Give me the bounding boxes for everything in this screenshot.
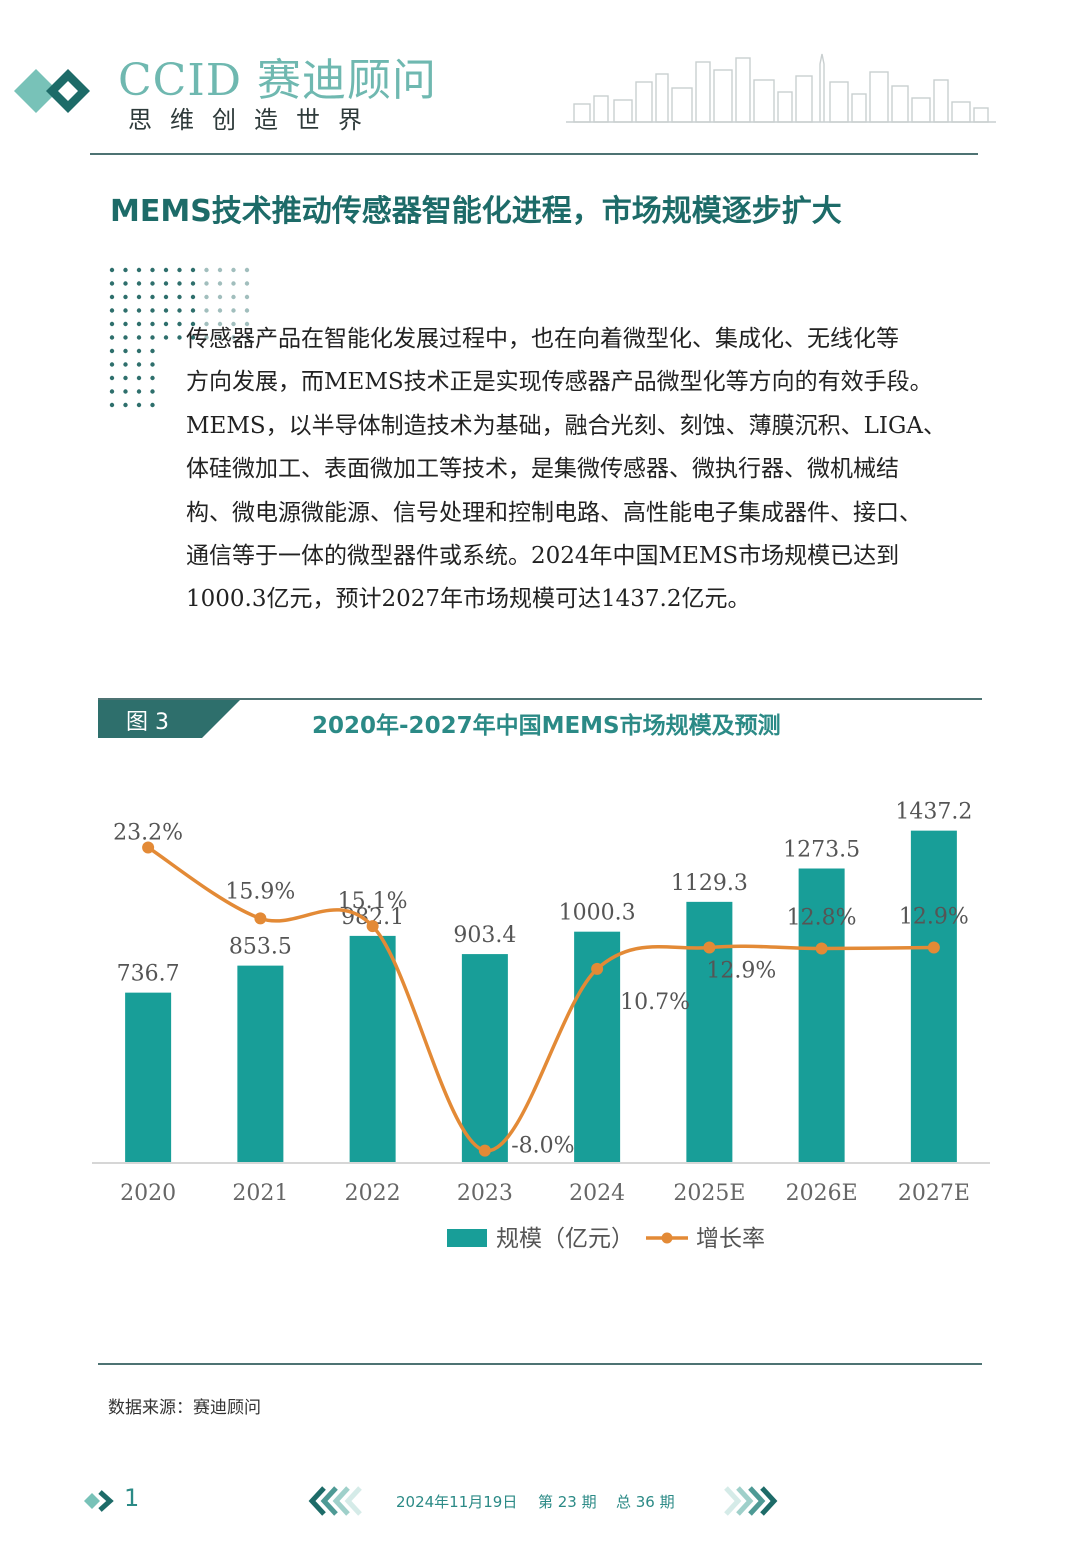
growth-rate-label: -8.0%: [511, 1134, 574, 1159]
legend-line-label: 增长率: [696, 1226, 765, 1252]
left-chevrons-icon: [308, 1486, 362, 1516]
bar-value-label: 1273.5: [783, 838, 860, 863]
legend-line-marker: [661, 1232, 673, 1244]
x-tick-label: 2025E: [673, 1181, 745, 1206]
legend-bar-swatch: [447, 1229, 487, 1247]
body-line: 构、微电源微能源、信号处理和控制电路、高性能电子集成器件、接口、: [186, 499, 922, 526]
bar: [461, 954, 508, 1163]
bar-value-label: 1000.3: [559, 901, 636, 926]
bar: [237, 965, 284, 1163]
growth-rate-point: [703, 941, 716, 954]
legend-bar-label: 规模（亿元）: [496, 1226, 634, 1252]
growth-rate-label: 12.9%: [706, 959, 776, 984]
bar-value-label: 1129.3: [671, 871, 748, 896]
growth-rate-line: [147, 846, 934, 1153]
figure-tab: [98, 700, 240, 738]
bar-value-label: 903.4: [453, 923, 516, 948]
x-tick-label: 2027E: [898, 1181, 970, 1206]
right-chevrons-icon: [724, 1486, 778, 1516]
dot-grid-decoration: [109, 267, 250, 408]
growth-rate-label: 10.7%: [620, 990, 690, 1015]
growth-rate-label: 12.8%: [787, 906, 857, 931]
bar: [349, 935, 396, 1163]
figure-number: 图 3: [126, 710, 169, 735]
page-number: 1: [124, 1484, 140, 1512]
x-tick-label: 2026E: [786, 1181, 858, 1206]
bar-value-label: 1437.2: [895, 800, 972, 825]
body-line: 传感器产品在智能化发展过程中，也在向着微型化、集成化、无线化等: [186, 326, 899, 352]
x-tick-label: 2022: [345, 1181, 401, 1206]
footer-date: 2024年11月19日: [396, 1493, 518, 1511]
data-source: 数据来源：赛迪顾问: [108, 1398, 261, 1418]
figure-bottom-rule: [98, 1363, 982, 1365]
body-line: MEMS，以半导体制造技术为基础，融合光刻、刻蚀、薄膜沉积、LIGA、: [186, 412, 946, 439]
bar-value-label: 736.7: [117, 962, 180, 987]
page-headline: MEMS技术推动传感器智能化进程，市场规模逐步扩大: [110, 194, 842, 229]
figure-title: 2020年-2027年中国MEMS市场规模及预测: [312, 713, 781, 739]
body-line: 体硅微加工、表面微加工等技术，是集微传感器、微执行器、微机械结: [186, 456, 899, 483]
bar: [125, 992, 172, 1163]
x-tick-label: 2024: [569, 1181, 625, 1206]
growth-rate-point: [478, 1144, 491, 1157]
x-tick-label: 2021: [232, 1181, 288, 1206]
bar: [910, 830, 957, 1163]
footer-issue: 第 23 期: [538, 1493, 597, 1511]
body-line: 1000.3亿元，预计2027年市场规模可达1437.2亿元。: [186, 586, 751, 613]
footer-total: 总 36 期: [616, 1493, 675, 1511]
growth-rate-label: 15.9%: [225, 879, 295, 904]
page-chevron-icon: [84, 1490, 114, 1512]
bar: [686, 901, 733, 1163]
bar: [798, 868, 845, 1163]
mems-market-chart: 736.7853.5982.1903.41000.31129.31273.514…: [92, 800, 990, 1252]
growth-rate-label: 23.2%: [113, 820, 183, 845]
x-tick-label: 2023: [457, 1181, 513, 1206]
growth-rate-point: [815, 942, 828, 955]
growth-rate-label: 15.1%: [338, 889, 408, 914]
x-tick-label: 2020: [120, 1181, 176, 1206]
figure-top-rule: [98, 698, 982, 700]
brand-slogan: 思维创造世界: [128, 106, 380, 134]
growth-rate-label: 12.9%: [899, 905, 969, 930]
growth-rate-point: [254, 912, 267, 925]
growth-rate-point: [591, 962, 604, 975]
double-diamond-icon: [14, 69, 90, 113]
growth-rate-point: [366, 920, 379, 933]
growth-rate-point: [142, 841, 155, 854]
city-skyline-icon: [566, 53, 996, 123]
body-paragraph: 传感器产品在智能化发展过程中，也在向着微型化、集成化、无线化等 方向发展，而ME…: [186, 318, 958, 622]
header-divider: [90, 153, 978, 155]
body-line: 方向发展，而MEMS技术正是实现传感器产品微型化等方向的有效手段。: [186, 369, 933, 396]
bar-value-label: 853.5: [229, 935, 292, 960]
growth-rate-point: [927, 941, 940, 954]
body-line: 通信等于一体的微型器件或系统。2024年中国MEMS市场规模已达到: [186, 543, 900, 570]
brand-name: CCID 赛迪顾问: [118, 55, 437, 106]
